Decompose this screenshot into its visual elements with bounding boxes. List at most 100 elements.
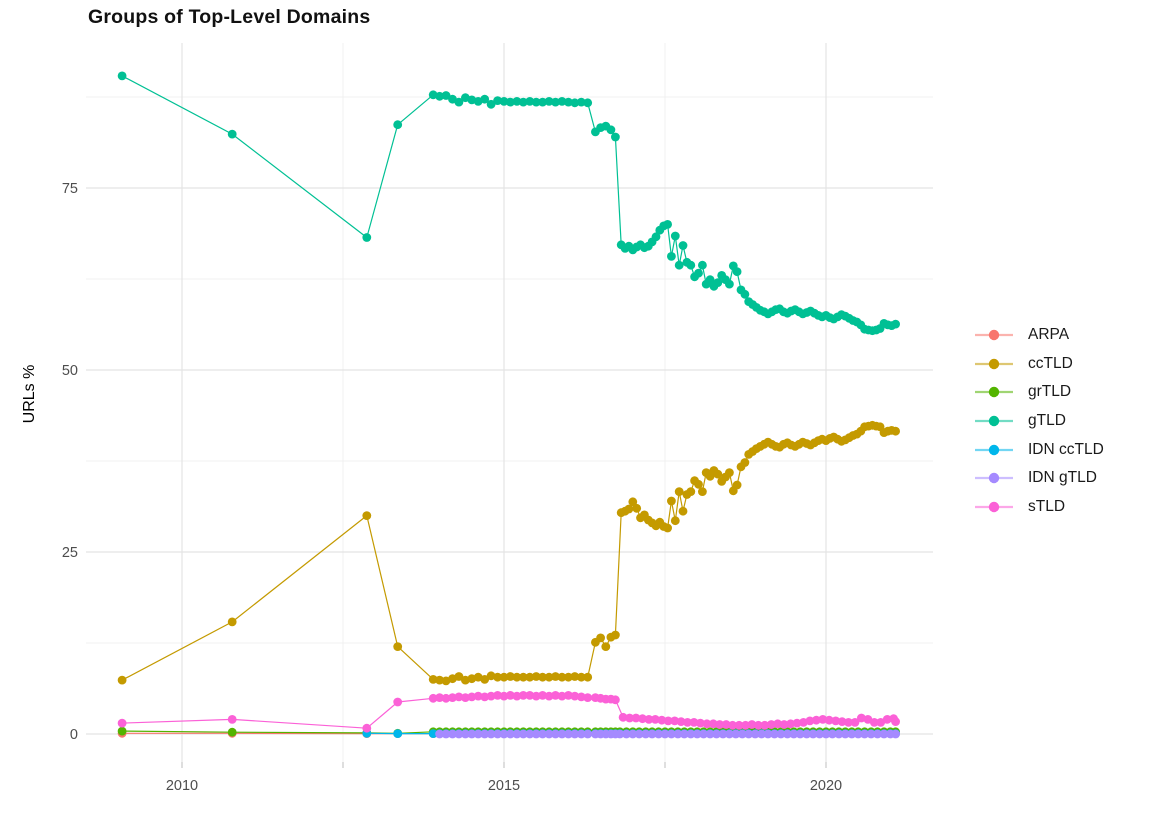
data-point xyxy=(435,693,444,702)
data-point xyxy=(815,729,824,739)
data-point xyxy=(818,715,828,724)
data-point xyxy=(673,729,683,739)
data-point xyxy=(628,729,638,739)
data-point xyxy=(705,275,715,285)
data-point xyxy=(576,97,586,107)
data-point xyxy=(564,691,573,700)
data-point xyxy=(674,260,684,270)
data-point xyxy=(454,692,464,702)
data-point xyxy=(732,480,742,490)
data-point xyxy=(117,71,127,81)
data-point xyxy=(480,729,490,739)
data-point xyxy=(773,719,783,729)
data-point xyxy=(805,716,815,726)
data-point xyxy=(670,231,680,241)
data-point xyxy=(525,672,535,682)
data-point xyxy=(632,503,642,513)
data-point xyxy=(564,729,573,739)
data-point xyxy=(486,729,496,739)
data-point xyxy=(741,720,750,730)
data-point xyxy=(615,729,625,739)
data-point xyxy=(467,729,477,739)
data-point xyxy=(713,278,723,287)
data-point xyxy=(362,511,372,520)
data-point xyxy=(808,729,818,739)
grid-major xyxy=(86,43,933,762)
data-point xyxy=(454,729,464,739)
data-point xyxy=(657,715,667,725)
data-point xyxy=(670,516,680,526)
data-point xyxy=(860,729,869,739)
data-point xyxy=(583,98,593,108)
data-point xyxy=(713,469,723,479)
data-point xyxy=(721,720,731,729)
data-point xyxy=(686,260,696,270)
data-point xyxy=(731,729,741,739)
legend-key-swatch xyxy=(975,387,1013,398)
data-point xyxy=(770,729,779,739)
data-point xyxy=(611,132,620,142)
data-point xyxy=(647,729,657,739)
data-point xyxy=(676,717,686,726)
series-gtld xyxy=(117,71,900,336)
data-point xyxy=(564,97,573,107)
data-point xyxy=(551,729,560,739)
data-point xyxy=(531,691,541,701)
data-point xyxy=(624,504,634,514)
data-point xyxy=(683,718,692,727)
data-point xyxy=(734,720,744,730)
data-point xyxy=(850,718,860,727)
data-point xyxy=(792,718,802,728)
x-axis-ticks xyxy=(181,762,827,768)
data-point xyxy=(564,672,573,682)
data-point xyxy=(576,672,586,682)
data-point xyxy=(715,720,725,729)
y-axis-title: URLs % xyxy=(21,364,38,424)
data-point xyxy=(117,726,127,736)
data-point xyxy=(512,97,522,106)
data-point xyxy=(718,729,728,739)
data-point xyxy=(750,729,760,739)
data-point xyxy=(625,713,634,723)
data-point xyxy=(512,672,522,682)
data-point xyxy=(506,691,515,700)
data-point xyxy=(454,97,464,107)
data-point xyxy=(518,729,528,739)
data-point xyxy=(650,715,660,724)
x-tick-label: 2010 xyxy=(166,778,198,794)
data-point xyxy=(117,675,127,685)
legend-label: grTLD xyxy=(1028,383,1072,401)
data-point xyxy=(728,720,737,730)
series-idn-gtld xyxy=(435,729,900,739)
data-point xyxy=(757,729,766,739)
data-point xyxy=(824,715,834,725)
data-point xyxy=(525,97,535,106)
data-point xyxy=(506,672,515,681)
data-point xyxy=(480,692,490,702)
data-point xyxy=(641,729,651,739)
data-point xyxy=(538,97,547,107)
data-point xyxy=(480,675,490,684)
data-point xyxy=(544,691,554,701)
legend-label: IDN gTLD xyxy=(1028,469,1097,487)
data-point xyxy=(611,630,620,640)
data-point xyxy=(448,693,457,702)
data-point xyxy=(570,672,580,681)
data-point xyxy=(467,692,477,702)
data-point xyxy=(740,289,750,299)
data-point xyxy=(583,729,593,739)
data-point xyxy=(698,487,707,496)
data-point xyxy=(694,268,703,278)
data-point xyxy=(227,727,237,737)
data-point xyxy=(712,729,721,739)
legend-key-swatch xyxy=(975,330,1013,341)
series-stld xyxy=(117,691,900,733)
plot-title: Groups of Top-Level Domains xyxy=(88,6,371,28)
data-point xyxy=(740,458,750,467)
data-point xyxy=(506,97,515,107)
data-point xyxy=(428,693,438,703)
y-tick-label: 25 xyxy=(62,545,78,561)
legend-key-swatch xyxy=(975,501,1013,513)
data-point xyxy=(663,523,672,533)
